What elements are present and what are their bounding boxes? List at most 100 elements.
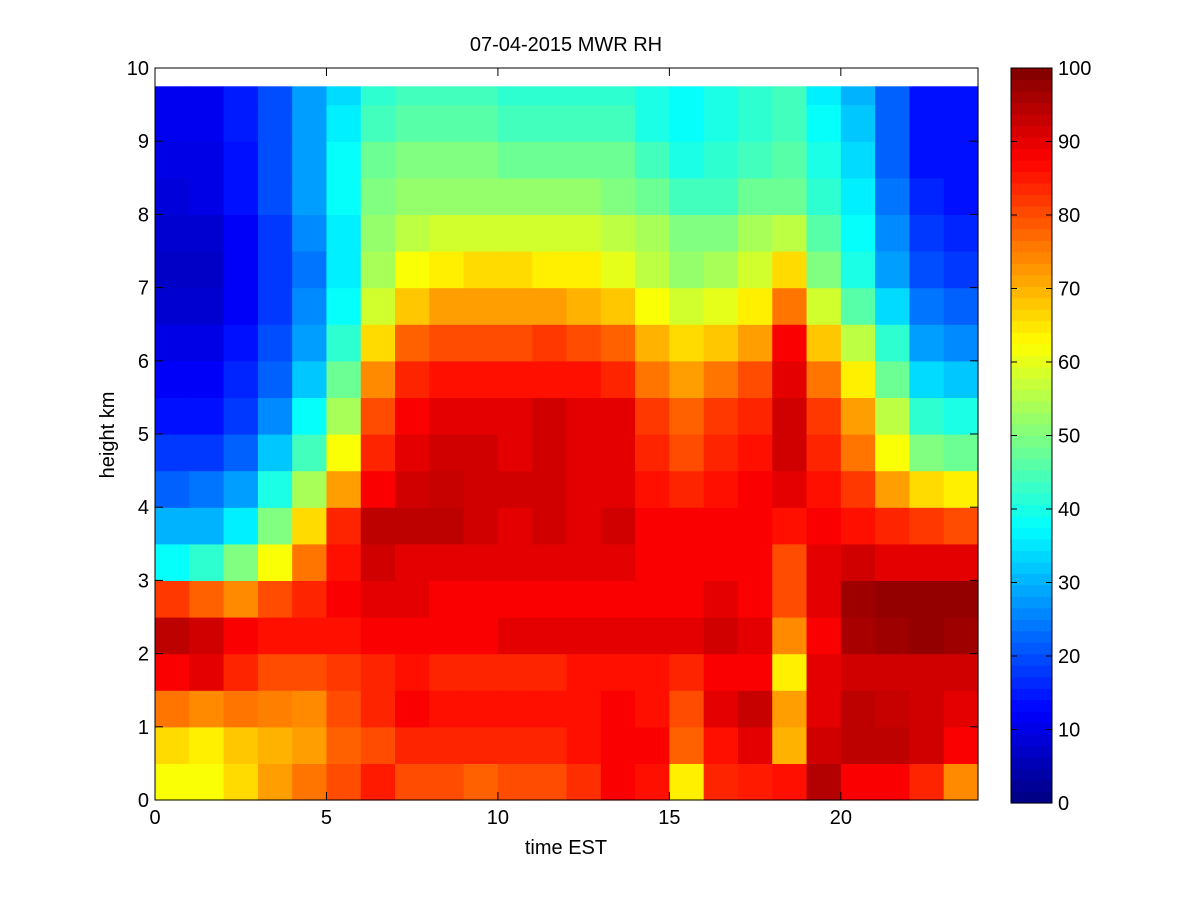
heatmap-cell xyxy=(600,324,636,362)
heatmap-cell xyxy=(326,617,362,655)
heatmap-cell xyxy=(292,141,328,179)
colorbar-swatch xyxy=(1011,343,1052,356)
heatmap-cell xyxy=(943,726,979,764)
heatmap-cell xyxy=(703,214,739,252)
heatmap-cell xyxy=(360,434,396,472)
heatmap-cell xyxy=(669,214,705,252)
heatmap-cell xyxy=(292,617,328,655)
heatmap-cell xyxy=(635,543,670,581)
heatmap-cell xyxy=(566,214,602,252)
heatmap-cell xyxy=(257,287,293,325)
heatmap-cell xyxy=(737,470,773,508)
heatmap-cell xyxy=(737,287,773,325)
heatmap-cell xyxy=(189,543,225,581)
heatmap-cell xyxy=(497,653,533,691)
heatmap-cell xyxy=(806,397,842,435)
heatmap-cell xyxy=(943,434,979,472)
heatmap-cell xyxy=(429,580,465,618)
heatmap-cell xyxy=(463,287,499,325)
heatmap-cell xyxy=(737,104,773,142)
heatmap-cell xyxy=(737,214,773,252)
colorbar-swatch xyxy=(1011,665,1052,678)
heatmap-cell xyxy=(497,360,533,398)
colorbar-tick-label: 20 xyxy=(1058,646,1080,668)
heatmap-cell xyxy=(463,617,499,655)
heatmap-cell xyxy=(155,251,190,289)
heatmap-cell xyxy=(497,104,533,142)
colorbar-swatch xyxy=(1011,596,1052,609)
heatmap-cell xyxy=(223,470,259,508)
heatmap-cell xyxy=(223,507,259,545)
heatmap-cell xyxy=(223,141,259,179)
heatmap-cell xyxy=(429,251,465,289)
heatmap-cell xyxy=(875,214,911,252)
heatmap-cell xyxy=(566,177,602,215)
heatmap-cell xyxy=(943,763,979,801)
heatmap-cell xyxy=(806,214,842,252)
heatmap-cell xyxy=(326,507,362,545)
heatmap-cell xyxy=(463,214,499,252)
heatmap-cell xyxy=(772,397,808,435)
heatmap-cell xyxy=(463,104,499,142)
heatmap-cell xyxy=(429,214,465,252)
heatmap-cell xyxy=(772,104,808,142)
y-tick-label: 5 xyxy=(138,424,149,446)
heatmap-cell xyxy=(703,653,739,691)
heatmap-cell xyxy=(532,543,568,581)
heatmap-cell xyxy=(875,543,911,581)
heatmap-cell xyxy=(703,543,739,581)
heatmap-cell xyxy=(875,653,911,691)
heatmap-cell xyxy=(737,507,773,545)
heatmap-cell xyxy=(360,507,396,545)
heatmap-cell xyxy=(840,104,876,142)
heatmap-cell xyxy=(429,360,465,398)
heatmap-cell xyxy=(223,434,259,472)
heatmap-cell xyxy=(429,617,465,655)
heatmap-cell xyxy=(326,177,362,215)
heatmap-cell xyxy=(566,251,602,289)
heatmap-cell xyxy=(635,104,670,142)
heatmap-cell xyxy=(600,177,636,215)
heatmap-cell xyxy=(360,86,396,106)
colorbar-swatch xyxy=(1011,136,1052,149)
colorbar-tick-label: 0 xyxy=(1058,793,1069,815)
heatmap-cell xyxy=(806,543,842,581)
heatmap-cell xyxy=(703,104,739,142)
heatmap-cell xyxy=(189,507,225,545)
x-tick-label: 10 xyxy=(487,807,509,829)
heatmap-cell xyxy=(463,324,499,362)
heatmap-cell xyxy=(497,214,533,252)
heatmap-cell xyxy=(189,763,225,801)
heatmap-cell xyxy=(703,360,739,398)
heatmap-cell xyxy=(257,470,293,508)
heatmap-cell xyxy=(909,763,945,801)
x-tick-label: 0 xyxy=(149,807,160,829)
heatmap-cell xyxy=(600,360,636,398)
heatmap-cell xyxy=(292,580,328,618)
heatmap-cell xyxy=(635,690,670,728)
heatmap-cell xyxy=(600,653,636,691)
colorbar-swatch xyxy=(1011,734,1052,747)
heatmap-cell xyxy=(223,177,259,215)
colorbar-swatch xyxy=(1011,458,1052,471)
colorbar-swatch xyxy=(1011,159,1052,172)
heatmap-cell xyxy=(326,690,362,728)
colorbar-swatch xyxy=(1011,113,1052,127)
heatmap-cell xyxy=(326,434,362,472)
colorbar-swatch xyxy=(1011,412,1052,425)
heatmap-cell xyxy=(772,141,808,179)
heatmap-cell xyxy=(875,434,911,472)
heatmap-cell xyxy=(257,690,293,728)
colorbar-swatch xyxy=(1011,228,1052,241)
heatmap-cell xyxy=(909,434,945,472)
heatmap-cell xyxy=(155,580,190,618)
heatmap-cell xyxy=(532,324,568,362)
heatmap-cell xyxy=(292,214,328,252)
heatmap-cell xyxy=(600,104,636,142)
heatmap-cell xyxy=(875,86,911,106)
heatmap-cell xyxy=(497,141,533,179)
heatmap-cell xyxy=(806,580,842,618)
heatmap-cell xyxy=(909,214,945,252)
heatmap-cell xyxy=(772,580,808,618)
heatmap-cell xyxy=(257,214,293,252)
